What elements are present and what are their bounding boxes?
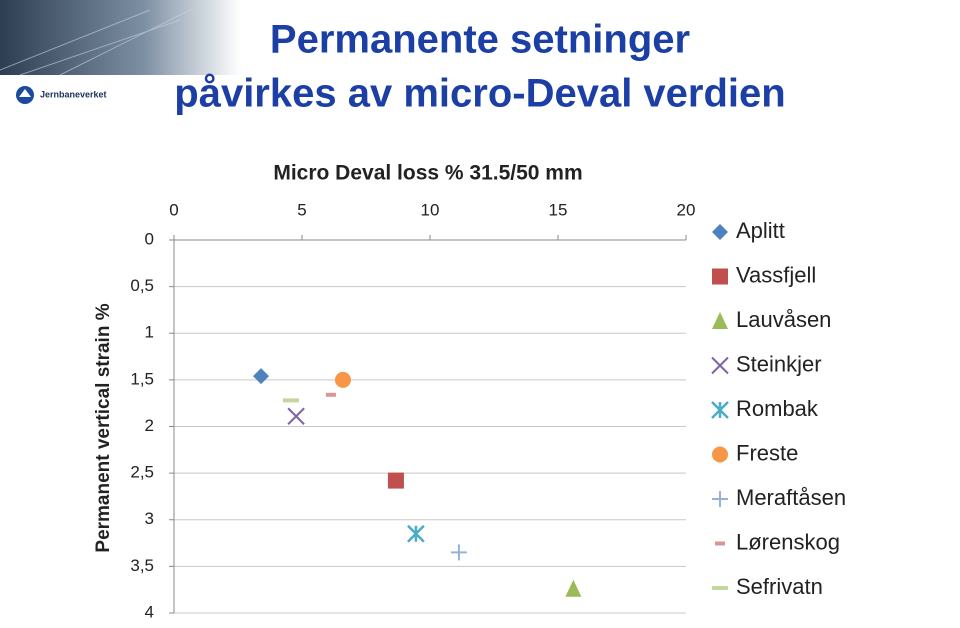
slide-title: Permanente setninger bbox=[270, 18, 690, 62]
legend-marker bbox=[712, 446, 728, 463]
marker bbox=[282, 398, 299, 403]
legend-marker bbox=[715, 541, 725, 546]
logo-mark-inner bbox=[19, 89, 31, 97]
x-tick-label: 10 bbox=[421, 200, 440, 219]
y-tick-label: 1 bbox=[145, 323, 154, 342]
logo-text: Jernbaneverket bbox=[40, 89, 107, 99]
y-tick-label: 3,5 bbox=[130, 556, 154, 575]
legend-marker bbox=[712, 586, 728, 590]
chart-title: Micro Deval loss % 31.5/50 mm bbox=[273, 162, 582, 185]
legend-marker bbox=[712, 224, 728, 240]
legend-label: Freste bbox=[736, 440, 798, 465]
y-tick-label: 2 bbox=[145, 416, 154, 435]
x-tick-label: 20 bbox=[677, 200, 696, 219]
y-tick-label: 1,5 bbox=[130, 369, 154, 388]
marker bbox=[387, 472, 404, 489]
legend-label: Steinkjer bbox=[736, 351, 822, 376]
legend-label: Vassfjell bbox=[736, 262, 816, 287]
legend-label: Meraftåsen bbox=[736, 485, 846, 510]
legend-label: Aplitt bbox=[736, 218, 785, 243]
slide-title: påvirkes av micro-Deval verdien bbox=[174, 72, 785, 116]
legend-marker bbox=[712, 312, 728, 329]
legend-marker bbox=[711, 401, 729, 419]
x-tick-label: 0 bbox=[169, 200, 178, 219]
y-tick-label: 2,5 bbox=[130, 463, 154, 482]
x-tick-label: 15 bbox=[549, 200, 568, 219]
legend-label: Sefrivatn bbox=[736, 574, 823, 599]
marker bbox=[565, 579, 582, 597]
header-image bbox=[0, 0, 240, 75]
x-tick-label: 5 bbox=[297, 200, 306, 219]
legend-label: Lørenskog bbox=[736, 529, 840, 554]
legend-label: Lauvåsen bbox=[736, 307, 831, 332]
marker bbox=[450, 544, 467, 561]
y-tick-label: 0 bbox=[145, 229, 154, 248]
marker bbox=[325, 392, 336, 397]
y-tick-label: 0,5 bbox=[130, 276, 154, 295]
legend-marker bbox=[711, 356, 729, 375]
marker bbox=[407, 524, 425, 543]
legend-marker bbox=[712, 268, 728, 285]
marker bbox=[253, 368, 270, 385]
y-tick-label: 4 bbox=[145, 602, 154, 621]
legend-marker bbox=[712, 491, 728, 507]
legend-label: Rombak bbox=[736, 396, 819, 421]
marker bbox=[334, 371, 351, 388]
header-image-lines bbox=[0, 4, 201, 76]
y-tick-label: 3 bbox=[145, 509, 154, 528]
y-axis-label: Permanent vertical strain % bbox=[93, 303, 114, 552]
marker bbox=[287, 407, 305, 425]
